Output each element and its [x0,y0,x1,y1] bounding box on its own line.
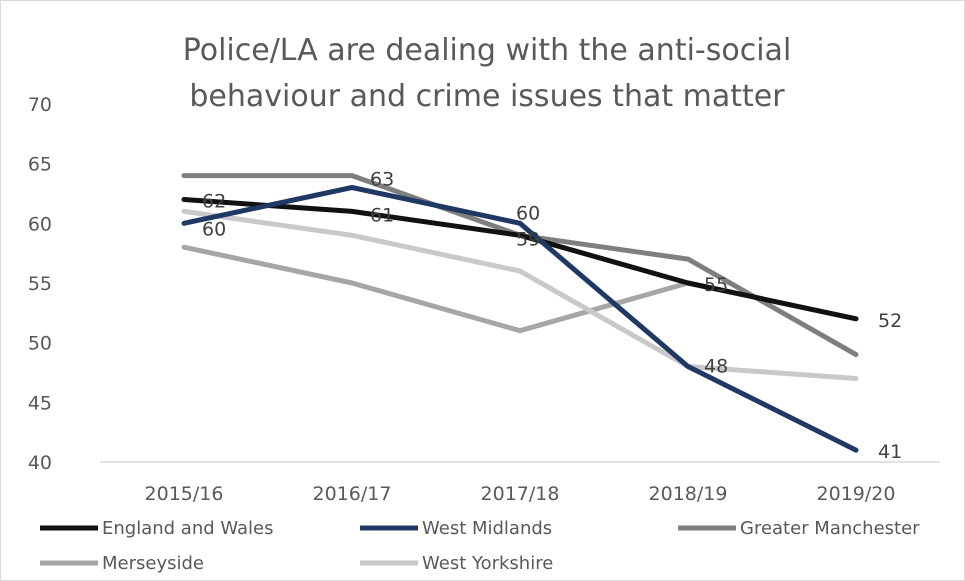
legend-item-greater-manchester: Greater Manchester [678,518,920,539]
data-label: 60 [516,202,540,224]
data-label: 52 [878,310,902,332]
data-label: 61 [370,204,394,226]
legend-label: Greater Manchester [740,518,920,539]
x-tick-label: 2015/16 [145,483,224,505]
data-label: 62 [202,190,226,212]
legend-item-england-and-wales: England and Wales [40,518,274,539]
data-labels: 62 60 63 61 60 59 55 48 52 41 [202,169,902,464]
y-tick-label: 50 [28,333,52,355]
y-tick-label: 45 [28,392,52,414]
series-line-west-midlands [181,185,859,453]
data-label: 41 [878,441,902,463]
x-tick-label: 2019/20 [817,483,896,505]
chart-title-line-1: Police/LA are dealing with the anti-soci… [183,33,792,68]
series-line-west-yorkshire [181,208,859,381]
y-tick-label: 65 [28,154,52,176]
data-label: 63 [370,169,394,191]
y-tick-label: 60 [28,213,52,235]
legend-label: West Yorkshire [422,553,553,574]
data-label: 60 [202,218,226,240]
legend: England and Wales West Midlands Greater Ma… [40,518,920,574]
x-axis: 2015/16 2016/17 2017/18 2018/19 2019/20 [145,483,896,505]
chart-title: Police/LA are dealing with the anti-soci… [183,33,792,114]
y-tick-label: 70 [28,94,52,116]
x-tick-label: 2017/18 [481,483,560,505]
legend-label: England and Wales [102,518,274,539]
y-axis: 40 45 50 55 60 65 70 [28,94,52,474]
data-label: 48 [704,356,728,378]
legend-item-merseyside: Merseyside [40,553,204,574]
data-label: 59 [516,228,540,250]
legend-label: Merseyside [102,553,204,574]
x-tick-label: 2016/17 [313,483,392,505]
legend-item-west-midlands: West Midlands [360,518,552,539]
chart-title-line-2: behaviour and crime issues that matter [189,79,785,114]
x-tick-label: 2018/19 [649,483,728,505]
series-line-merseyside [181,244,859,334]
data-label: 55 [704,274,728,296]
series-line-england-and-wales [181,197,859,322]
series-lines [181,173,859,453]
y-tick-label: 55 [28,273,52,295]
y-tick-label: 40 [28,452,52,474]
legend-label: West Midlands [422,518,552,539]
legend-item-west-yorkshire: West Yorkshire [360,553,553,574]
